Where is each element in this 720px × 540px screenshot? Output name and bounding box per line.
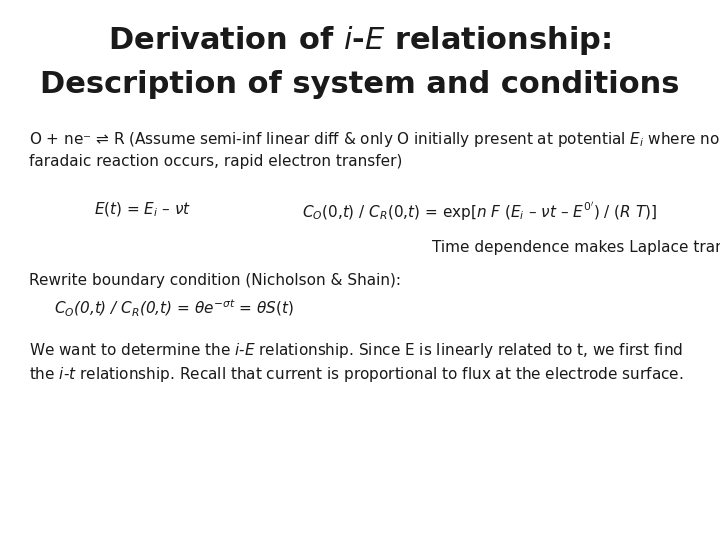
Text: Derivation of $\it{i}$-$\it{E}$ relationship:: Derivation of $\it{i}$-$\it{E}$ relation… [108, 24, 612, 57]
Text: Time dependence makes Laplace transform complicated.: Time dependence makes Laplace transform … [432, 240, 720, 255]
Text: O + ne⁻ ⇌ R (Assume semi-inf linear diff & only O initially present at potential: O + ne⁻ ⇌ R (Assume semi-inf linear diff… [29, 130, 720, 148]
Text: $\it{C_O}$(0,$\it{t}$) / $\it{C_R}$(0,$\it{t}$) = exp[$\it{n}$ $\it{F}$ ($\it{E_: $\it{C_O}$(0,$\it{t}$) / $\it{C_R}$(0,$\… [302, 201, 657, 223]
Text: $\it{C_O}$(0,$\it{t}$) / $\it{C_R}$(0,$\it{t}$) = $\it{\theta}\it{e}^{-\sigma t}: $\it{C_O}$(0,$\it{t}$) / $\it{C_R}$(0,$\… [54, 298, 294, 319]
Text: Rewrite boundary condition (Nicholson & Shain):: Rewrite boundary condition (Nicholson & … [29, 273, 401, 288]
Text: $\it{E(t)}$ = $\it{E_i}$ – $\it{\nu t}$: $\it{E(t)}$ = $\it{E_i}$ – $\it{\nu t}$ [94, 201, 191, 219]
Text: We want to determine the $\it{i}$-$\it{E}$ relationship. Since E is linearly rel: We want to determine the $\it{i}$-$\it{E… [29, 341, 683, 360]
Text: faradaic reaction occurs, rapid electron transfer): faradaic reaction occurs, rapid electron… [29, 154, 402, 169]
Text: the $\it{i}$-$\it{t}$ relationship. Recall that current is proportional to flux : the $\it{i}$-$\it{t}$ relationship. Reca… [29, 364, 683, 383]
Text: Description of system and conditions: Description of system and conditions [40, 70, 680, 99]
